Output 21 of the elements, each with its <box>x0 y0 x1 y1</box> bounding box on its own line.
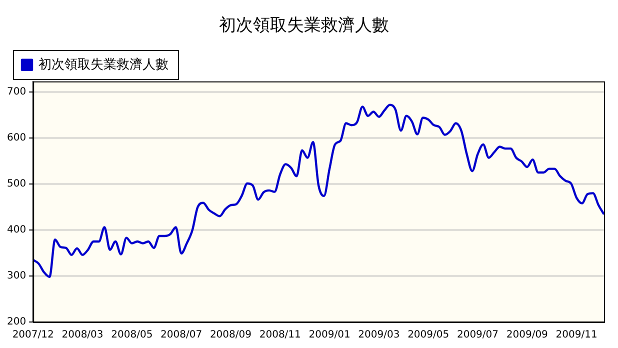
chart-title: 初次領取失業救濟人數 <box>219 16 389 36</box>
x-tick-label: 2009/09 <box>506 330 548 341</box>
y-tick-label: 300 <box>6 270 26 282</box>
x-tick-label: 2008/03 <box>62 330 104 341</box>
x-tick-label: 2009/01 <box>308 330 350 341</box>
x-tick-label: 2009/11 <box>556 330 598 341</box>
x-tick-label: 2008/05 <box>111 330 153 341</box>
y-tick-label: 200 <box>6 316 26 328</box>
x-tick-label: 2008/09 <box>210 330 252 341</box>
line-series <box>32 104 606 278</box>
x-tick-label: 2008/11 <box>259 330 301 341</box>
y-tick-label: 600 <box>6 132 26 144</box>
legend-label: 初次領取失業救濟人數 <box>38 57 168 72</box>
x-tick-label: 2009/03 <box>358 330 400 341</box>
x-tick-label: 2009/05 <box>408 330 450 341</box>
x-tick-label: 2009/07 <box>456 330 499 341</box>
y-tick-label: 700 <box>6 86 26 98</box>
y-tick-label: 400 <box>6 224 26 236</box>
x-tick-label: 2007/12 <box>12 330 54 341</box>
y-tick-label: 500 <box>6 178 26 190</box>
x-tick-label: 2008/07 <box>160 330 202 341</box>
